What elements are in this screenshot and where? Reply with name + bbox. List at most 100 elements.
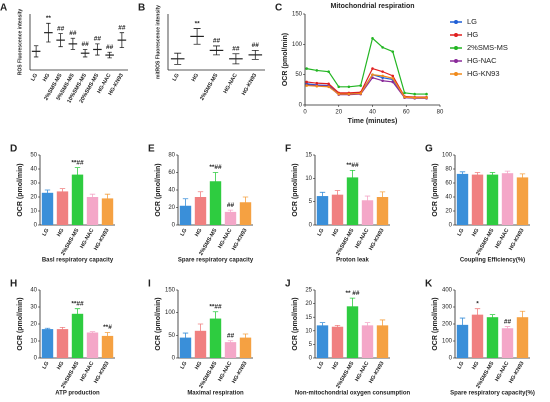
point bbox=[413, 96, 416, 100]
bar bbox=[224, 342, 237, 358]
x-tick-label: 60 bbox=[403, 110, 410, 116]
error-bar bbox=[349, 170, 356, 185]
y-axis-label: OCR (pmol/min) bbox=[292, 163, 299, 216]
point bbox=[371, 36, 374, 40]
y-tick-label: 20 bbox=[30, 195, 37, 201]
y-tick-label: 0 bbox=[449, 356, 453, 362]
y-tick-label: 0 bbox=[299, 103, 303, 109]
y-tick-label: 150 bbox=[292, 12, 303, 18]
series-line bbox=[306, 67, 427, 98]
legend-marker bbox=[454, 72, 458, 76]
y-axis-label: OCR (pmol/min) bbox=[155, 163, 162, 216]
bar bbox=[346, 306, 359, 358]
point bbox=[381, 76, 384, 79]
y-tick-label: 30 bbox=[30, 181, 37, 187]
y-tick-label: 100 bbox=[442, 153, 453, 159]
y-tick-label: 0 bbox=[172, 356, 176, 362]
x-tick-label: HG bbox=[42, 73, 51, 83]
error-bar bbox=[504, 170, 511, 176]
bar bbox=[361, 325, 374, 358]
error-bar bbox=[459, 171, 466, 177]
x-tick-label: HG bbox=[56, 228, 65, 238]
bar bbox=[376, 197, 389, 225]
bar bbox=[331, 194, 344, 225]
x-tick-label: HG-KN93 bbox=[368, 228, 385, 252]
bar bbox=[179, 205, 192, 225]
significance: ## bbox=[213, 38, 221, 45]
bar bbox=[316, 196, 329, 225]
point bbox=[391, 80, 395, 84]
y-axis-label: OCR (pmol/min) bbox=[155, 297, 162, 350]
x-tick-label: HG-NAC bbox=[494, 361, 510, 383]
x-tick-label: LG bbox=[316, 228, 325, 238]
x-tick-label: HG-NAC bbox=[79, 361, 95, 383]
x-tick-label: HG-NAC bbox=[217, 361, 233, 383]
error-bar bbox=[364, 322, 371, 329]
point bbox=[315, 81, 319, 85]
legend-label: HG bbox=[467, 30, 478, 39]
error-bar bbox=[104, 332, 111, 340]
y-tick-label: 50 bbox=[168, 333, 175, 339]
error-bar bbox=[74, 308, 81, 320]
legend-marker bbox=[454, 46, 458, 50]
point bbox=[347, 92, 351, 96]
bar bbox=[516, 177, 529, 225]
bar bbox=[376, 325, 389, 358]
x-axis-label: Basl respiratory capacity bbox=[42, 258, 114, 264]
significance: ** bbox=[195, 20, 201, 27]
error-bar bbox=[197, 191, 204, 203]
y-tick-label: 0 bbox=[34, 223, 38, 229]
point bbox=[347, 85, 351, 89]
error-bar bbox=[182, 198, 189, 214]
x-tick-label: 2%SMS-MS bbox=[199, 72, 219, 101]
y-axis-label: ROS Fluorescence intensity bbox=[17, 9, 23, 76]
point bbox=[315, 69, 319, 72]
y-tick-label: 10 bbox=[305, 176, 312, 182]
error-bar bbox=[319, 322, 326, 329]
x-axis-label: ATP production bbox=[55, 391, 100, 397]
y-tick-label: 60 bbox=[445, 181, 452, 187]
point bbox=[327, 85, 330, 89]
x-tick-label: LG bbox=[30, 73, 39, 83]
x-tick-label: HG bbox=[191, 73, 200, 83]
error-bar bbox=[242, 333, 249, 342]
x-tick-label: HG-KN93 bbox=[93, 228, 110, 252]
point bbox=[371, 73, 374, 76]
bar bbox=[194, 330, 207, 358]
error-bar bbox=[349, 297, 356, 315]
bar bbox=[209, 181, 222, 225]
point bbox=[337, 92, 341, 96]
significance: ## bbox=[232, 45, 240, 52]
x-tick-label: LG bbox=[316, 361, 325, 371]
y-tick-label: 40 bbox=[30, 167, 37, 173]
point bbox=[403, 95, 406, 99]
x-tick-label: HG-NAC bbox=[354, 361, 370, 383]
y-tick-label: 50 bbox=[295, 72, 302, 78]
error-bar bbox=[364, 195, 371, 205]
bar bbox=[501, 173, 514, 225]
point bbox=[391, 77, 395, 80]
x-tick-label: LG bbox=[179, 361, 188, 371]
significance: **## bbox=[71, 300, 84, 307]
point bbox=[305, 84, 308, 87]
significance: ## bbox=[94, 36, 102, 43]
panel-letter: G bbox=[425, 144, 433, 155]
bar bbox=[331, 326, 344, 358]
bar bbox=[56, 191, 69, 225]
legend-marker bbox=[454, 33, 458, 37]
y-tick-label: 400 bbox=[442, 288, 453, 294]
point bbox=[337, 85, 341, 89]
error-bar bbox=[197, 323, 204, 338]
bar bbox=[71, 313, 84, 358]
bar bbox=[224, 211, 237, 225]
x-tick-label: LG bbox=[41, 228, 50, 238]
y-tick-label: 80 bbox=[445, 167, 452, 173]
x-tick-label: HG-KN93 bbox=[231, 228, 248, 252]
error-bar bbox=[74, 167, 81, 182]
y-tick-label: 15 bbox=[305, 153, 312, 159]
legend-marker bbox=[454, 59, 458, 63]
legend-label: HG-KN93 bbox=[467, 69, 500, 78]
significance: **## bbox=[346, 162, 359, 169]
x-tick-label: LG bbox=[172, 73, 181, 83]
